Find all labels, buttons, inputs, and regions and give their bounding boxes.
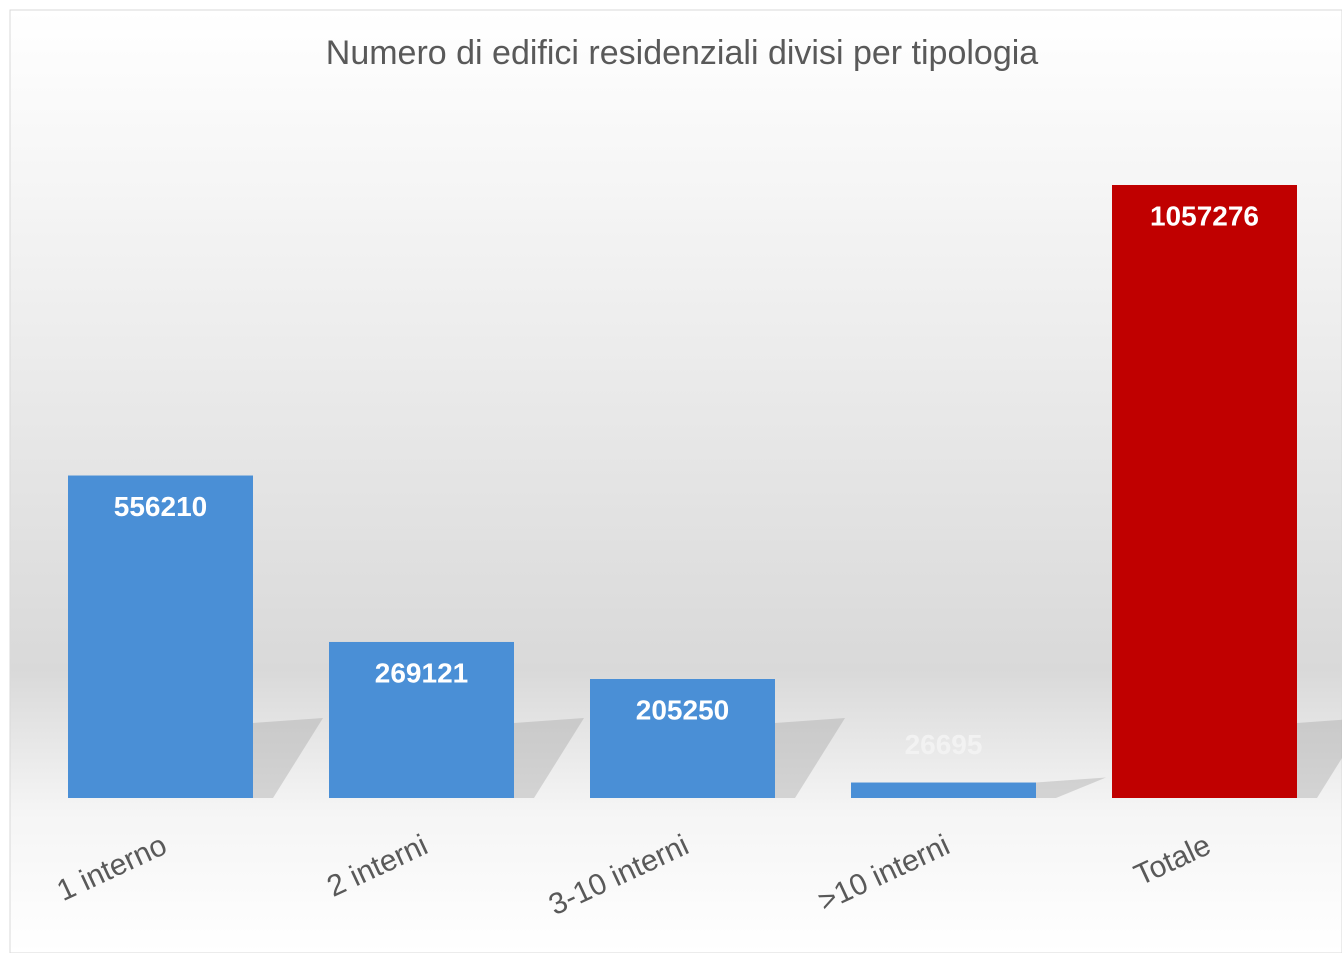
data-label: 205250 [636, 694, 729, 725]
data-label: 1057276 [1150, 200, 1259, 231]
bar [851, 782, 1036, 798]
bar-shadow [253, 718, 323, 798]
bar-shadow [1036, 777, 1106, 798]
bar-shadow [1297, 719, 1342, 798]
data-label: 556210 [114, 491, 207, 522]
bar [590, 678, 775, 798]
bar [1112, 185, 1297, 798]
bar [329, 641, 514, 798]
bar-shadow [775, 718, 845, 798]
data-label: 269121 [375, 657, 468, 688]
bar-shadow [514, 718, 584, 798]
data-label: 26695 [905, 729, 983, 760]
bar [68, 475, 253, 798]
chart-title: Numero di edifici residenziali divisi pe… [326, 34, 1039, 72]
